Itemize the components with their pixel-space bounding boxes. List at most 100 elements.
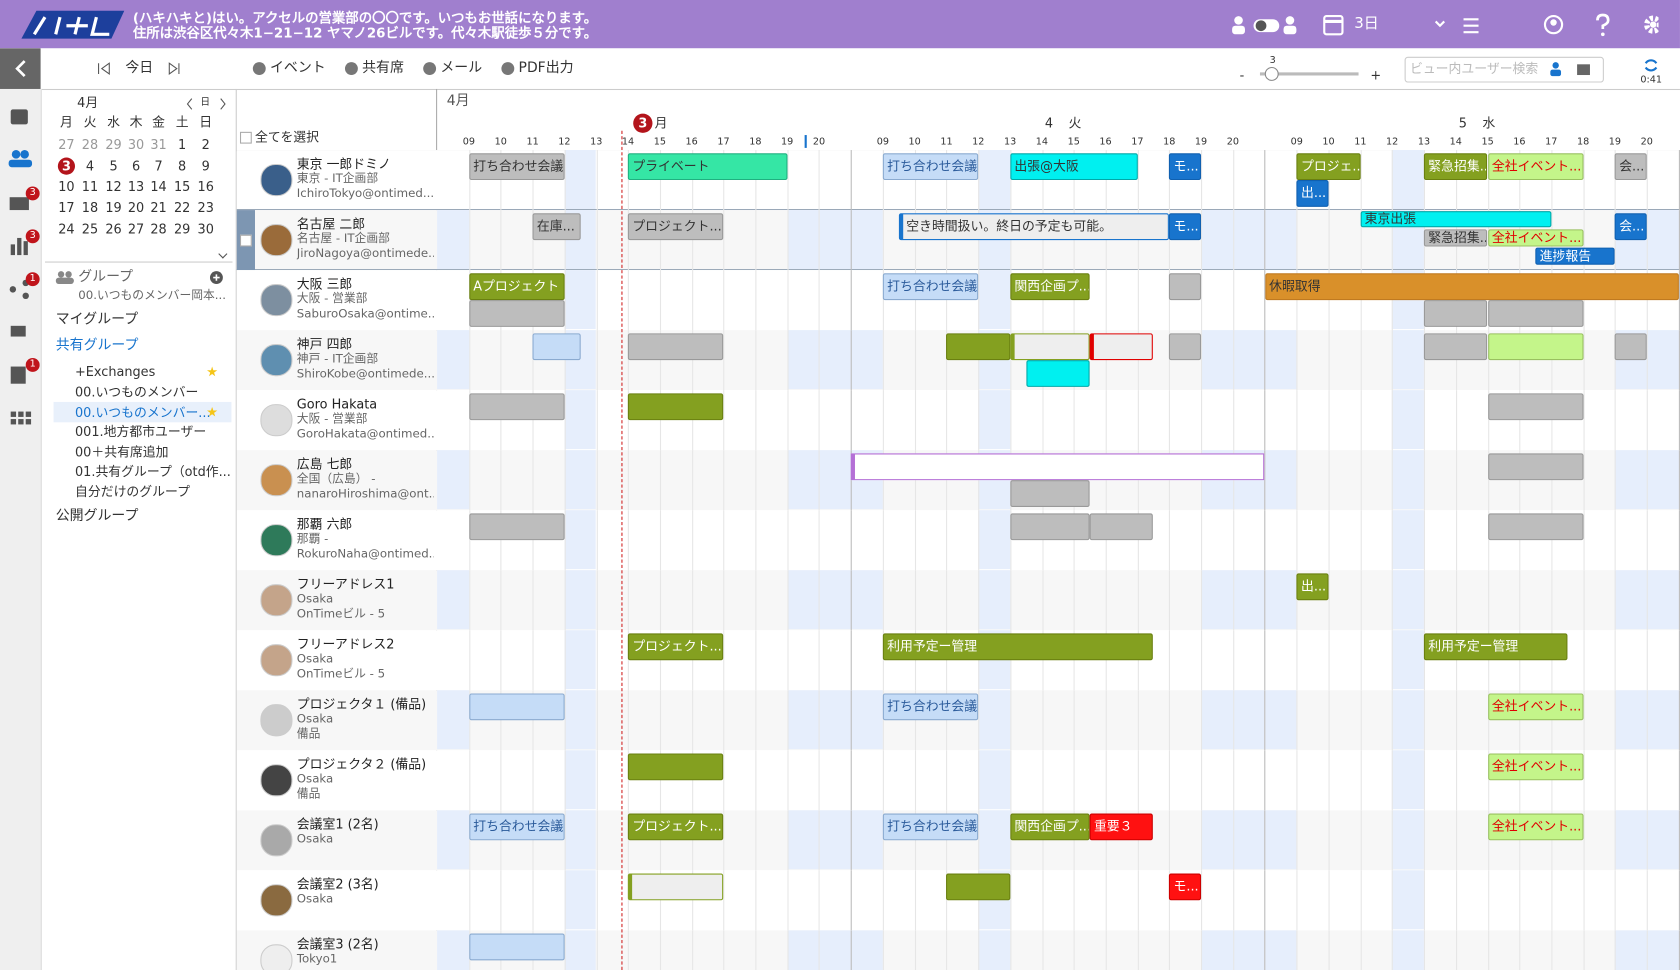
event-block[interactable]: Aプロジェクト [468,273,565,301]
toolbar-icon[interactable] [252,62,266,76]
calendar-day[interactable]: 20 [127,200,145,216]
event-block[interactable] [1423,300,1488,327]
event-block[interactable]: 空き時間扱い。終日の予定も可能。 [898,213,1170,241]
view-label[interactable]: 3日 [1354,15,1379,33]
event-block[interactable] [1010,513,1090,541]
user-name[interactable]: フリーアドレス1 [296,576,395,592]
calendar-day[interactable]: 16 [197,179,214,195]
calendar-day[interactable]: 22 [173,200,191,216]
toolbar-icon[interactable] [501,62,515,76]
refresh-icon[interactable] [1642,57,1659,74]
event-block[interactable] [1089,513,1154,541]
event-block[interactable]: 東京出張 [1360,211,1552,228]
toolbar-button[interactable]: イベント [269,60,326,77]
event-block[interactable]: 関西企画プ... [1010,273,1090,301]
calendar-day[interactable]: 13 [127,179,145,195]
calendar-day[interactable]: 3 [61,158,71,174]
event-block[interactable]: 重要３ [1089,813,1154,841]
event-block[interactable] [1487,333,1584,361]
event-block[interactable] [946,873,1011,901]
event-block[interactable]: プロジェ... [1296,153,1361,181]
user-name[interactable]: プロジェクタ２ (備品) [296,756,427,772]
event-block[interactable]: 緊急招集... [1423,153,1488,181]
avatar[interactable] [260,764,293,797]
avatar[interactable] [260,644,293,677]
calendar-day[interactable]: 18 [81,200,99,216]
calendar-day[interactable]: 21 [150,200,167,216]
calendar-day[interactable]: 15 [173,179,191,195]
zoom-slider[interactable] [1258,66,1361,81]
calendar-day[interactable]: 25 [81,221,99,237]
toolbar-button[interactable]: 共有席 [362,60,404,77]
event-block[interactable] [468,693,565,721]
calendar-day[interactable]: 12 [105,179,122,195]
event-block[interactable] [628,333,724,361]
event-block[interactable]: モ... [1169,153,1202,181]
today-button[interactable]: 今日 [125,60,154,77]
calendar-day[interactable]: 19 [105,200,122,216]
calendar-day[interactable]: 10 [58,179,75,195]
avatar[interactable] [260,404,293,437]
calendar-day[interactable]: 11 [81,179,99,195]
event-block[interactable] [468,300,565,327]
user-name[interactable]: 広島 七郎 [296,456,353,472]
event-block[interactable]: 打ち合わせ会議 [882,153,979,181]
calendar-day[interactable]: 8 [178,158,187,174]
event-block[interactable] [1487,453,1584,481]
user-name[interactable]: 大阪 三郎 [296,276,353,292]
event-block[interactable] [1614,333,1647,361]
group-item[interactable]: 00＋共有席追加 [74,444,169,460]
calendar-day[interactable]: 14 [150,179,167,195]
select-all[interactable]: 全てを選択 [254,129,320,145]
avatar[interactable] [260,704,293,737]
calendar-day[interactable]: 27 [127,221,145,237]
calendar-day[interactable]: 6 [131,158,141,174]
group-item[interactable]: 00.いつものメンバー [74,384,199,400]
mini-calendar-nav[interactable] [185,98,228,111]
avatar[interactable] [260,884,293,917]
event-block[interactable] [628,873,724,901]
calendar-day[interactable]: 9 [201,158,210,174]
user-name[interactable]: 神戸 四郎 [296,336,353,352]
nav-arrows[interactable] [96,61,182,76]
avatar[interactable] [260,464,293,497]
event-block[interactable]: プライベート [628,153,788,181]
toolbar-button[interactable]: PDF出力 [518,60,574,77]
calendar-day[interactable]: 26 [105,221,122,237]
avatar[interactable] [260,344,293,377]
event-block[interactable]: 緊急招集... [1423,229,1488,247]
group-icons[interactable] [55,270,227,285]
event-block[interactable] [1089,333,1154,361]
event-block[interactable]: 全社イベント... [1487,693,1584,721]
calendar-day[interactable]: 23 [197,200,214,216]
event-block[interactable] [1487,393,1584,421]
group-item[interactable]: 001.地方都市ユーザー [74,424,207,440]
user-name[interactable]: プロジェクタ１ (備品) [296,696,427,712]
event-block[interactable]: 全社イベント... [1487,229,1584,247]
event-block[interactable] [628,393,724,421]
event-block[interactable]: 全社イベント... [1487,813,1584,841]
calendar-day[interactable]: 5 [109,158,118,174]
search-box[interactable] [1404,56,1604,83]
calendar-day[interactable]: 30 [127,137,145,153]
event-block[interactable]: 関西企画プ... [1010,813,1090,841]
avatar[interactable] [260,524,293,557]
calendar-day[interactable]: 28 [81,137,99,153]
event-block[interactable]: 利用予定ー管理 [882,633,1154,661]
avatar[interactable] [260,284,293,317]
event-block[interactable]: 打ち合わせ会議 [882,693,979,721]
event-block[interactable]: 出張@大阪 [1010,153,1138,181]
calendar-day[interactable]: 29 [105,137,122,153]
user-name[interactable]: 那覇 六郎 [296,516,353,532]
logo[interactable] [13,6,129,42]
user-name[interactable]: 会議室3 (2名) [296,936,379,952]
event-block[interactable]: 全社イベント... [1487,753,1584,781]
search-filter[interactable] [1549,60,1592,77]
calendar-day[interactable]: 17 [58,200,75,216]
user-name[interactable]: 会議室1 (2名) [296,816,379,832]
avatar[interactable] [260,224,293,257]
user-name[interactable]: 東京 一郎ドミノ [296,156,391,172]
group-section[interactable]: マイグループ [55,311,139,328]
group-section[interactable]: 共有グループ [55,337,139,354]
avatar[interactable] [260,824,293,857]
